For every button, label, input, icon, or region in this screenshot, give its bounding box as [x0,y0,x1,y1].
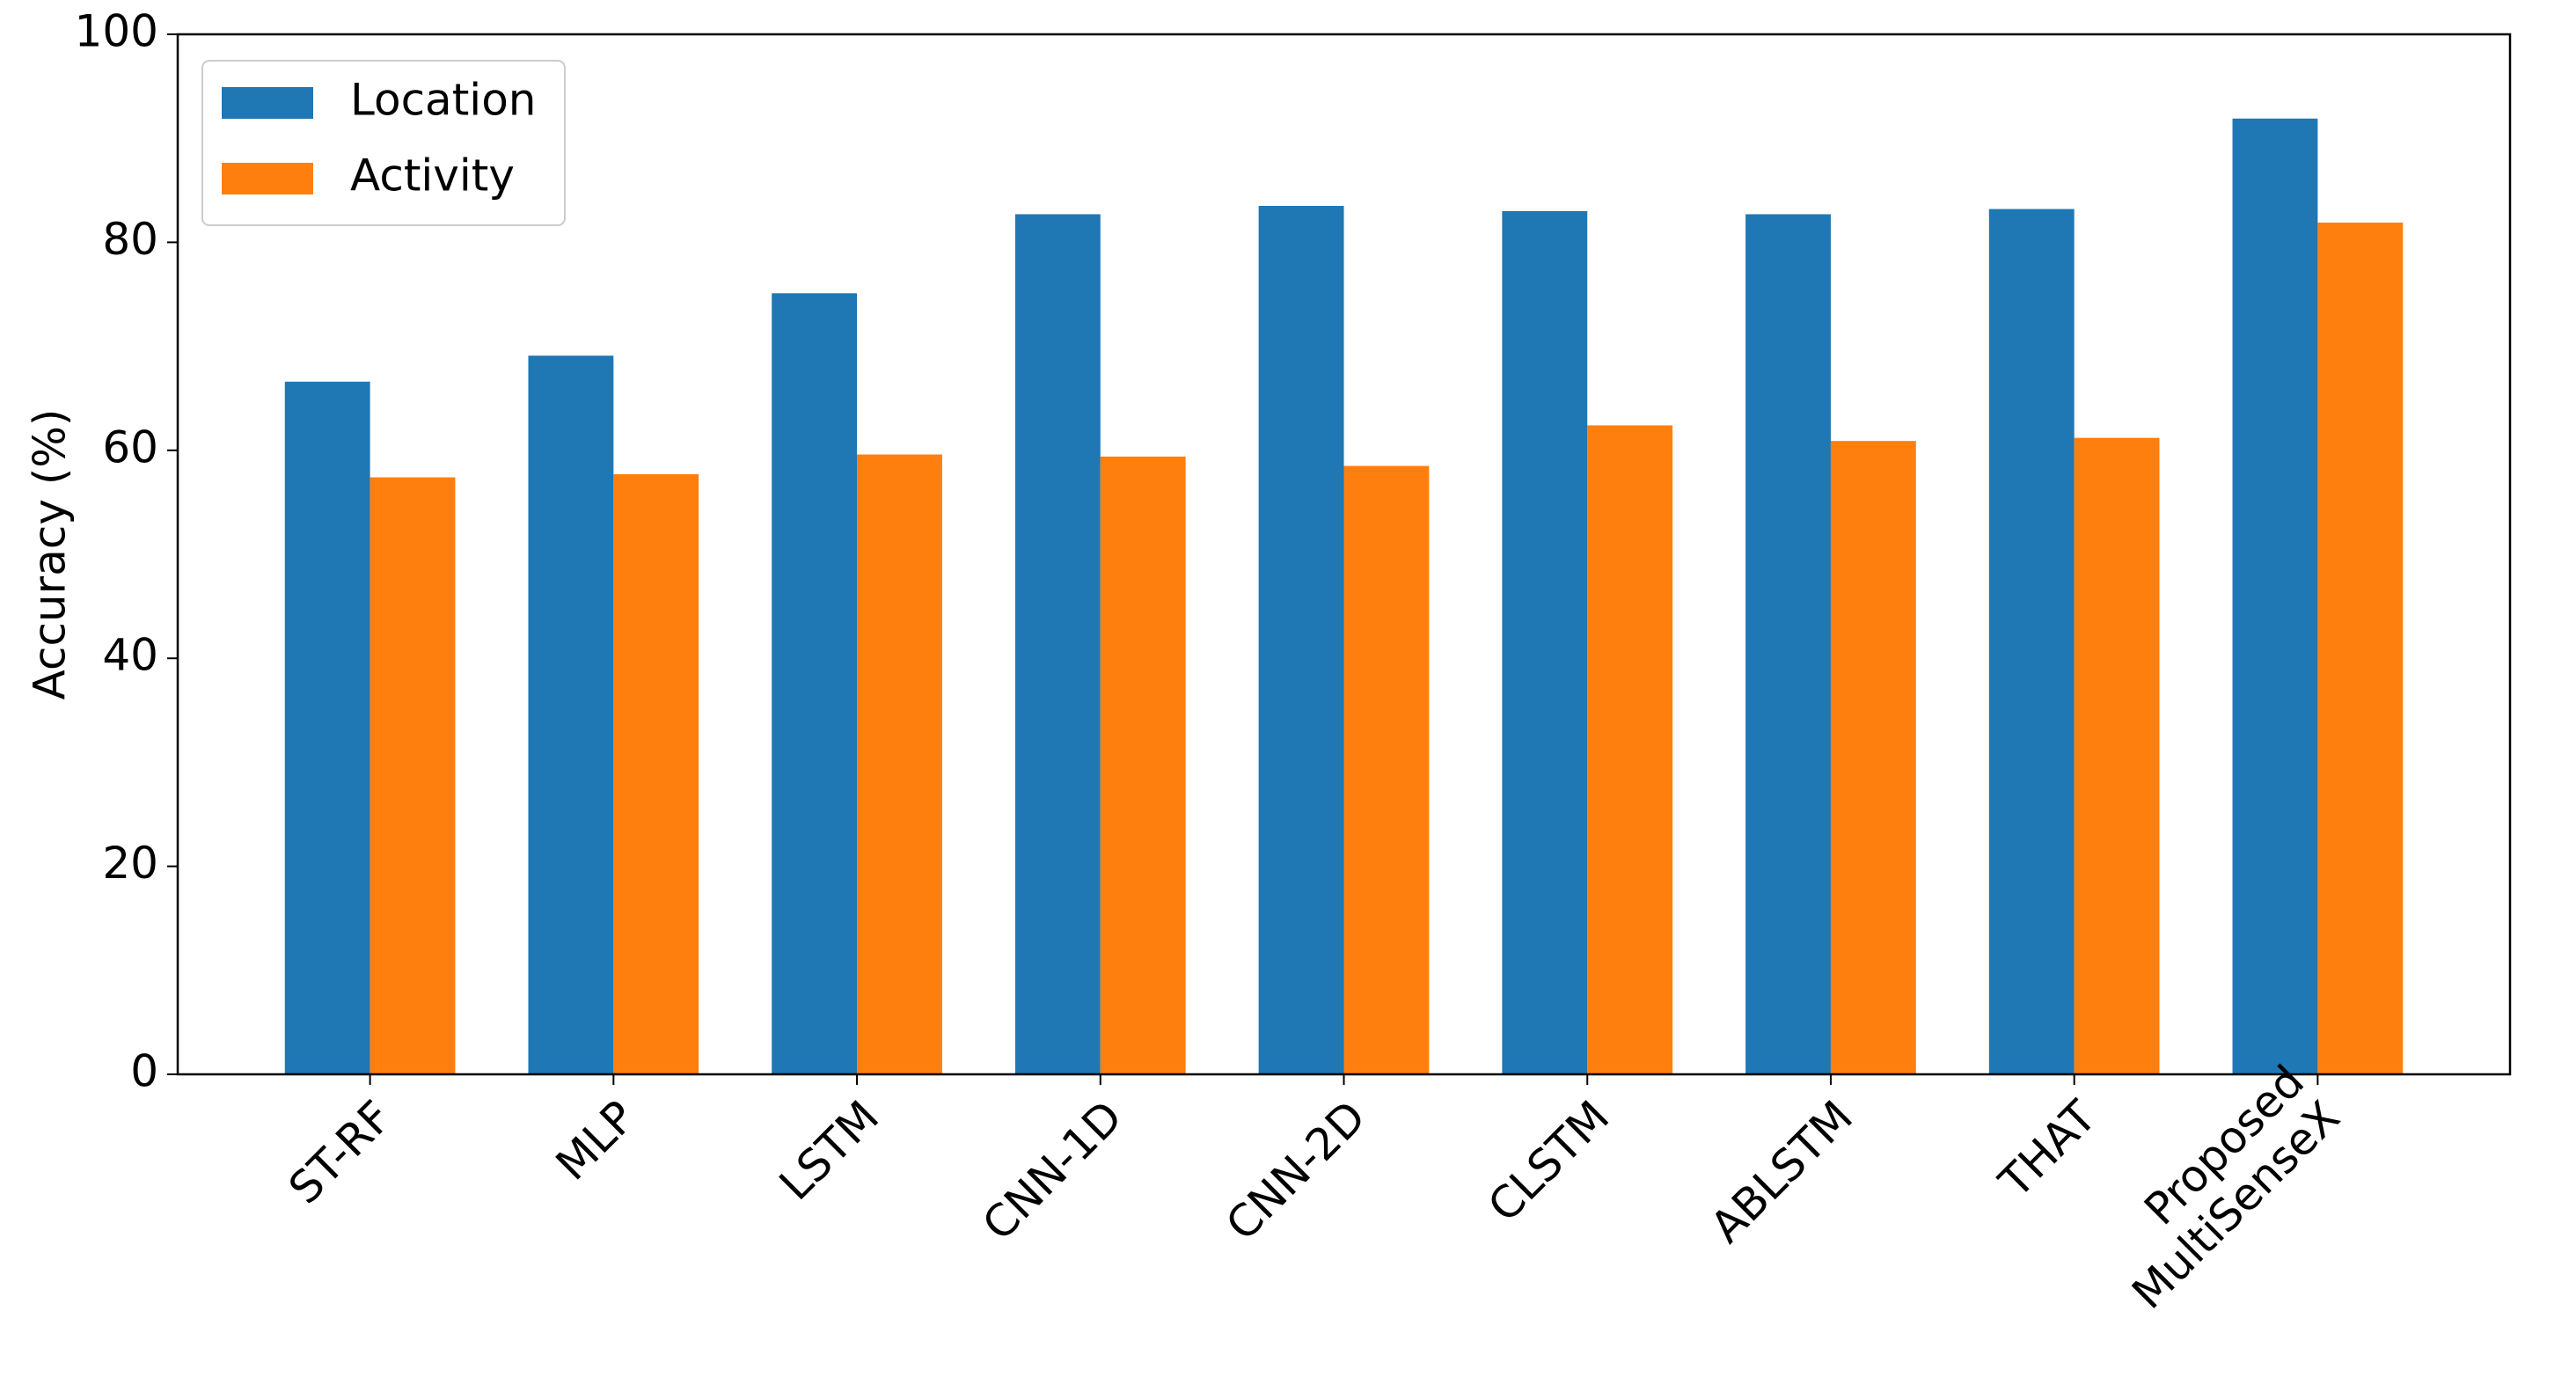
bar [1587,425,1673,1074]
x-tick-label: MLP [546,1091,646,1190]
legend-label: Location [350,75,536,126]
y-axis-label: Accuracy (%) [25,409,76,700]
x-tick-label: CNN-1D [973,1091,1132,1250]
bar [1014,214,1101,1075]
bar [370,477,456,1074]
x-tick-label: ABLSTM [1701,1091,1862,1253]
bar [857,454,942,1074]
x-tick-label: THAT [1989,1091,2106,1208]
x-tick-label: ProposedMultiSenseX [2086,1055,2349,1318]
bar [1343,465,1430,1074]
bar [1258,206,1344,1074]
bar [284,381,370,1075]
axes-frame [176,33,2512,1076]
legend-swatch [222,87,313,119]
y-tick-label: 40 [102,630,158,681]
bar [2317,222,2404,1074]
x-tick-label: LSTM [770,1091,889,1210]
y-tick-label: 80 [102,214,158,265]
y-tick-label: 60 [102,421,158,472]
y-tick-label: 20 [102,838,158,889]
bar [1745,214,1831,1075]
x-tick-label: CLSTM [1478,1091,1619,1232]
y-tick-label: 0 [130,1046,158,1097]
bar [1100,456,1186,1074]
bar [1988,209,2075,1075]
legend-swatch [222,163,313,194]
bar [772,293,858,1074]
bar [613,473,699,1074]
bar [2232,118,2318,1075]
x-tick-label: ST-RF [279,1091,401,1213]
bar [528,355,614,1074]
legend-label: Activity [350,150,515,201]
bar [2074,437,2160,1075]
y-tick-label: 100 [75,6,158,57]
x-tick-label: CNN-2D [1216,1091,1375,1250]
bar [1830,441,1916,1074]
bar [1502,210,1588,1074]
